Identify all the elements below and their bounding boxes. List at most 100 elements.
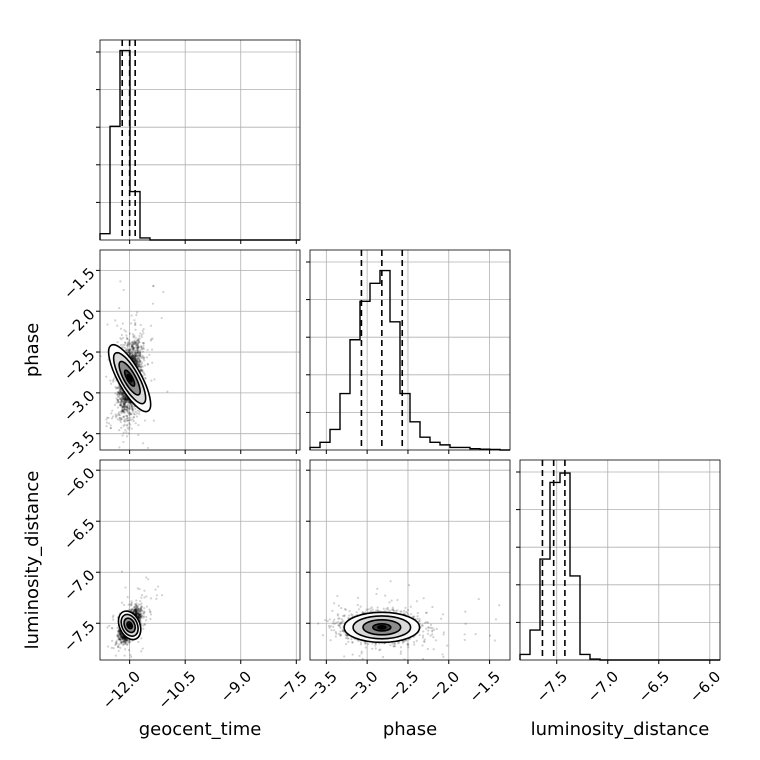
sample-point [134, 609, 137, 612]
sample-point [135, 602, 138, 605]
sample-point [123, 398, 126, 401]
sample-point [117, 649, 120, 653]
sample-point [116, 390, 119, 394]
sample-point [391, 606, 394, 609]
sample-point [135, 610, 138, 613]
sample-point [143, 596, 146, 599]
sample-point [139, 607, 143, 610]
sample-point [124, 397, 127, 400]
sample-point [123, 397, 126, 400]
sample-point [400, 610, 403, 613]
sample-point [129, 405, 132, 408]
sample-point [124, 396, 127, 400]
sample-point [117, 400, 120, 403]
sample-point [130, 344, 133, 347]
sample-point [129, 343, 132, 346]
sample-point [109, 424, 112, 427]
sample-point [120, 397, 123, 400]
sample-point [125, 400, 128, 403]
sample-point [434, 639, 437, 642]
sample-point [140, 650, 143, 653]
sample-point [117, 391, 120, 394]
sample-point [136, 342, 140, 345]
sample-point [134, 353, 137, 356]
sample-point [125, 408, 128, 411]
sample-point [128, 332, 132, 335]
sample-point [149, 610, 152, 613]
sample-point [138, 365, 141, 368]
sample-point [122, 431, 125, 434]
sample-point [107, 501, 109, 503]
sample-point [139, 616, 142, 619]
sample-point [130, 403, 134, 406]
sample-point [124, 398, 128, 401]
sample-point [118, 417, 121, 420]
sample-point [134, 360, 137, 363]
sample-point [335, 632, 338, 635]
sample-point [138, 615, 141, 618]
sample-point [123, 640, 126, 643]
sample-point [123, 415, 126, 418]
sample-point [128, 419, 131, 422]
sample-point [138, 351, 141, 354]
sample-point [137, 345, 140, 349]
sample-point [136, 613, 140, 616]
sample-point [124, 346, 127, 350]
sample-point [141, 362, 144, 365]
sample-point [115, 639, 118, 643]
sample-point [339, 623, 342, 626]
sample-point [140, 605, 143, 608]
sample-point [139, 613, 142, 616]
sample-point [125, 408, 128, 412]
sample-point [130, 351, 133, 354]
sample-point [125, 431, 128, 434]
sample-point [131, 342, 134, 345]
sample-point [125, 408, 128, 411]
sample-point [129, 352, 132, 356]
sample-point [130, 427, 133, 430]
sample-point [119, 638, 122, 641]
sample-point [121, 409, 124, 412]
sample-point [120, 635, 123, 638]
sample-point [118, 414, 121, 417]
sample-point [133, 608, 137, 611]
sample-point [121, 405, 125, 409]
sample-point [122, 393, 126, 396]
sample-point [138, 609, 142, 612]
sample-point [412, 616, 415, 619]
sample-point [115, 387, 118, 390]
sample-point [121, 434, 124, 437]
sample-point [135, 612, 138, 616]
sample-point [130, 404, 133, 407]
sample-point [135, 349, 138, 352]
sample-point [119, 638, 122, 641]
sample-point [120, 635, 123, 639]
y-tick-label-luminosity-distance-0: −7.5 [60, 617, 98, 655]
sample-point [421, 657, 425, 660]
sample-point [121, 636, 124, 640]
sample-point [122, 396, 125, 399]
sample-point [399, 650, 403, 653]
sample-point [139, 615, 142, 619]
sample-point [124, 428, 127, 432]
sample-point [129, 403, 133, 406]
sample-point [151, 302, 155, 305]
sample-point [124, 641, 127, 644]
sample-point [142, 612, 145, 616]
sample-point [120, 399, 123, 402]
sample-point [137, 360, 140, 363]
sample-point [135, 603, 138, 607]
sample-point [133, 610, 136, 614]
sample-point [359, 670, 361, 672]
sample-point [132, 335, 135, 338]
sample-point [118, 637, 121, 640]
sample-point [120, 409, 124, 413]
sample-point [122, 343, 125, 347]
sample-point [134, 323, 137, 327]
sample-point [376, 606, 379, 609]
sample-point [136, 356, 140, 359]
sample-point [125, 397, 128, 400]
sample-point [133, 609, 137, 613]
sample-point [116, 398, 119, 401]
sample-point [111, 627, 114, 630]
